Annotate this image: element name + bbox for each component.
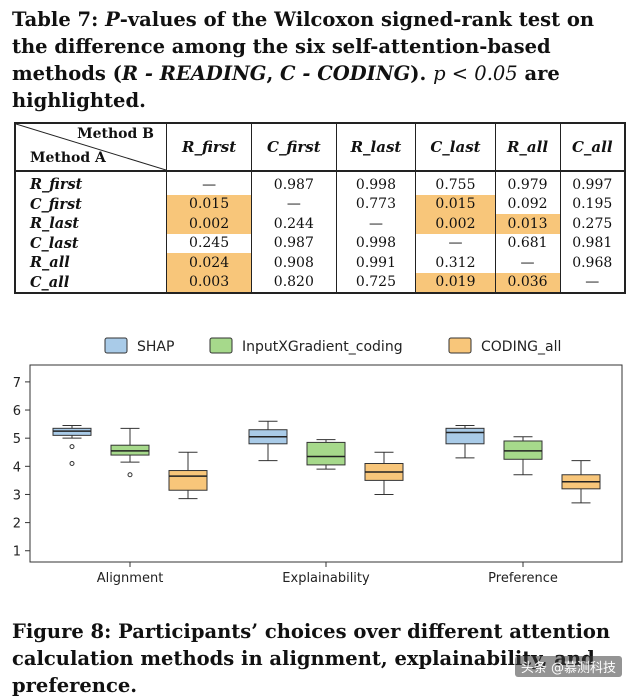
outlier-point [69,444,75,450]
table-cell: 0.681 [494,233,561,253]
table-cell: 0.908 [251,253,337,273]
column-header: R_last [335,123,417,172]
table-cell: 0.015 [165,194,253,214]
y-tick-label: 2 [13,517,21,532]
y-tick-label: 5 [13,432,21,447]
table-row: C_last 0.245 0.987 0.998—0.681 0.981 [14,233,626,253]
table-cell: 0.244 [251,214,337,234]
caption-c-definition: C - CODING [280,62,411,85]
table-cell: 0.773 [335,194,417,214]
y-tick-label: 1 [13,545,21,560]
row-header: R_first [14,171,167,195]
watermark: 头条 @慕测科技 [514,656,622,677]
table-cell: — [559,272,626,293]
table-cell: 0.195 [559,194,626,214]
box [306,441,346,466]
table-cell: 0.991 [335,253,417,273]
column-header: C_last [415,123,496,172]
y-tick-label: 4 [13,460,21,475]
table-cell: 0.997 [559,171,626,195]
legend-swatch [104,337,128,354]
table-header-row: Method B Method A R_first C_first R_last C_… [14,123,626,172]
row-header: C_all [14,272,167,293]
table-cell: 0.968 [559,253,626,273]
table-cell: 0.036 [494,272,561,293]
table-cell: 0.725 [335,272,417,293]
y-tick-label: 6 [13,404,21,419]
caption-lead: Table 7: [12,8,106,31]
column-header: C_first [251,123,337,172]
table-cell: 0.998 [335,233,417,253]
row-header: C_last [14,233,167,253]
table-cell: 0.003 [165,272,253,293]
caption-r-definition: R - READING [121,62,267,85]
table-cell: 0.002 [415,214,496,234]
table-cell: 0.015 [415,194,496,214]
table-cell: — [165,171,253,195]
caption-separator: , [266,62,281,85]
row-header: R_last [14,214,167,234]
corner-diagonal [16,124,166,170]
corner-label-method-b: Method B [77,126,154,142]
outlier-point [69,461,75,466]
table-row: R_first —0.987 0.998 0.755 0.979 0.997 [14,171,626,195]
caption-text: -values of the Wilcoxon signed-rank test… [12,8,595,85]
caption-p-symbol: P [105,8,120,31]
x-tick-label: Preference [488,571,558,586]
figure-caption: Figure 8: Participants’ choices over dif… [12,620,611,697]
table-cell: 0.987 [251,233,337,253]
legend-swatch [448,337,472,354]
table-cell: — [494,253,561,273]
box [168,470,208,491]
table-corner-cell: Method B Method A [14,123,167,172]
table-cell: 0.981 [559,233,626,253]
box-plot-chart: SHAP InputXGradient_coding CODING_all 1 2 3 4 5… [13,337,623,586]
table-cell: 0.092 [494,194,561,214]
table-cell: 0.987 [251,171,337,195]
table-cell: — [335,214,417,234]
table-cell: 0.013 [494,214,561,234]
column-header: R_all [494,123,561,172]
table-cell: 0.245 [165,233,253,253]
legend-label: InputXGradient_coding [242,339,403,355]
y-tick-label: 7 [13,376,21,391]
x-tick-label: Alignment [97,571,164,586]
table-body: R_first —0.987 0.998 0.755 0.979 0.997 C_first… [14,171,626,293]
caption-text: are highlighted. [12,62,560,112]
x-tick-label: Explainability [282,571,370,586]
table-cell: 0.820 [251,272,337,293]
table-cell: 0.024 [165,253,253,273]
table-row: C_first 0.015—0.773 0.015 0.092 0.195 [14,194,626,214]
pvalue-table: Method B Method A R_first C_first R_last C_… [14,122,626,294]
legend-label: CODING_all [481,339,561,355]
outlier-point [127,472,133,478]
table-caption: Table 7: P-values of the Wilcoxon signed… [12,6,630,114]
row-header: C_first [14,194,167,214]
caption-condition: p < 0.05 [433,62,518,85]
table-cell: 0.002 [165,214,253,234]
column-header: C_all [559,123,626,172]
table-cell: 0.979 [494,171,561,195]
table-cell: 0.019 [415,272,496,293]
column-header: R_first [165,123,253,172]
table-cell: 0.998 [335,171,417,195]
table-cell: — [415,233,496,253]
table-row: C_all 0.003 0.820 0.725 0.019 0.036— [14,272,626,293]
table-cell: 0.275 [559,214,626,234]
corner-label-method-a: Method A [30,150,106,166]
table-cell: 0.755 [415,171,496,195]
legend-label: SHAP [137,339,174,355]
y-tick-label: 3 [13,488,21,503]
box [445,427,485,445]
legend-swatch [209,337,233,354]
table-row: R_all 0.024 0.908 0.991 0.312—0.968 [14,253,626,273]
table-cell: — [251,194,337,214]
caption-text: ). [410,62,434,85]
table-cell: 0.312 [415,253,496,273]
row-header: R_all [14,253,167,273]
table-row: R_last 0.002 0.244—0.002 0.013 0.275 [14,214,626,234]
